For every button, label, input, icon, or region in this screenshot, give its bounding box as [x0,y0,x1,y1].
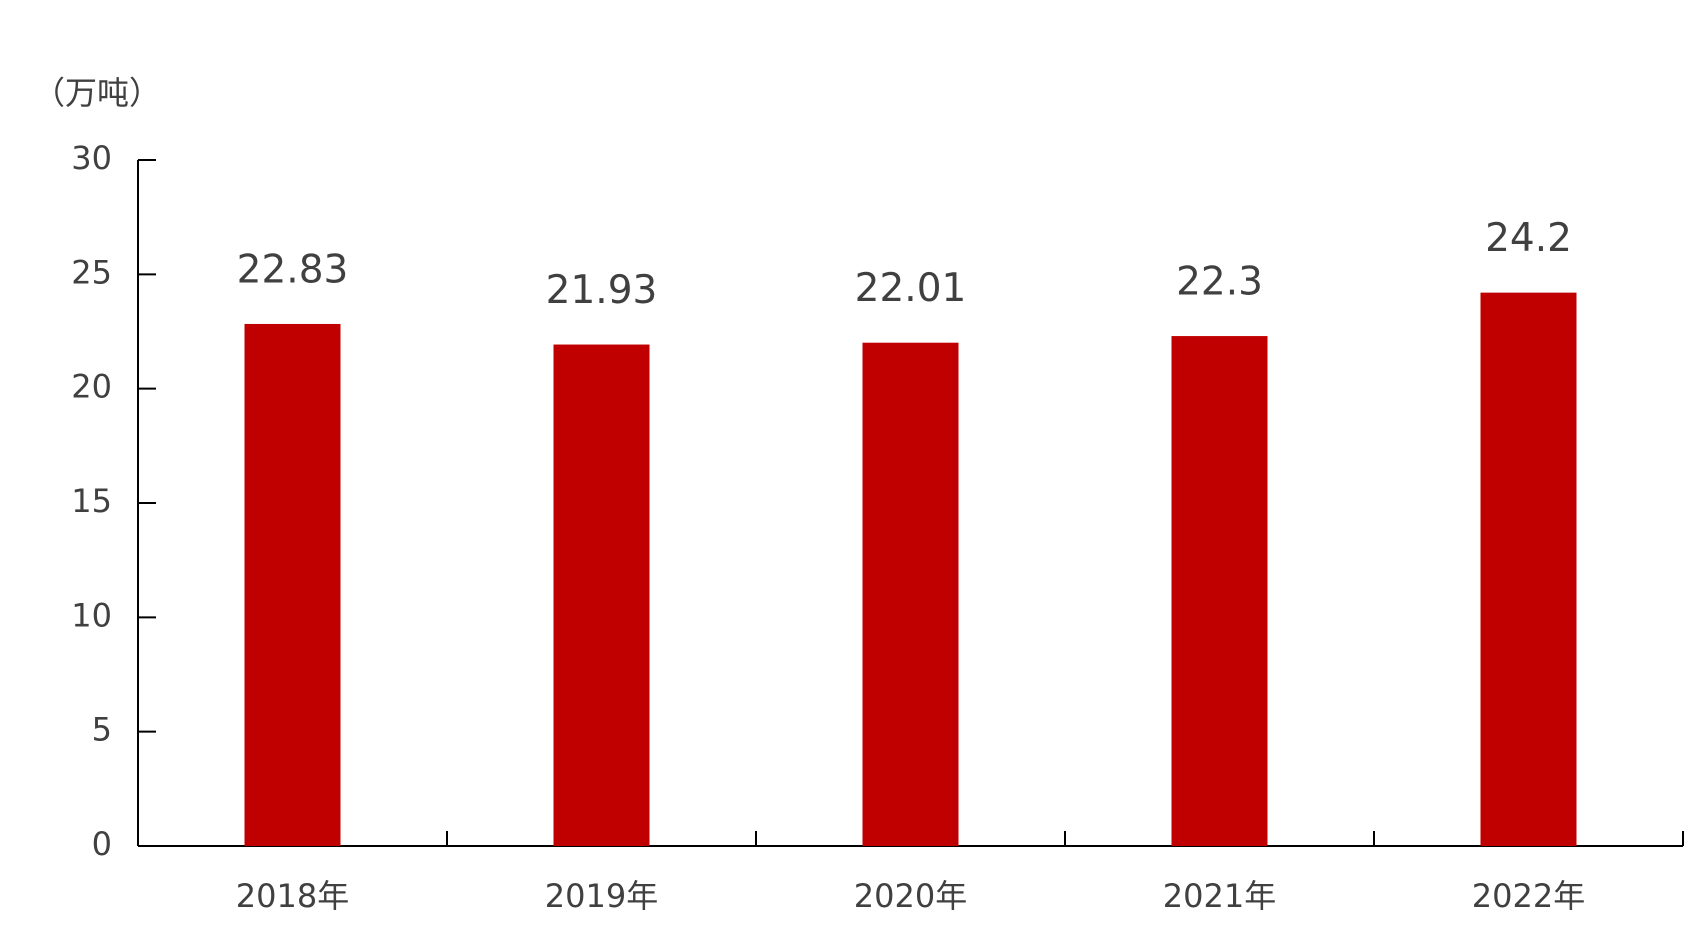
y-tick-label: 30 [71,139,112,177]
y-tick-label: 15 [71,482,112,520]
value-label: 24.2 [1485,216,1572,261]
value-label: 22.01 [855,266,967,311]
y-tick-label: 20 [71,368,112,406]
x-tick-label: 2019年 [545,877,658,915]
y-tick-label: 10 [71,596,112,634]
value-label: 22.83 [237,247,349,292]
y-tick-label: 0 [92,825,112,863]
y-tick-label: 5 [92,711,112,749]
value-label: 22.3 [1176,260,1263,305]
bar [244,323,341,847]
y-tick-label: 25 [71,253,112,291]
bar [862,342,959,846]
x-tick-label: 2021年 [1163,877,1276,915]
bar [1480,292,1577,846]
x-tick-label: 2018年 [236,877,349,915]
bar [1171,336,1268,846]
y-axis-label: （万吨） [33,74,161,112]
x-tick-label: 2020年 [854,877,967,915]
x-tick-label: 2022年 [1472,877,1585,915]
bar [553,344,650,846]
value-label: 21.93 [546,268,658,313]
